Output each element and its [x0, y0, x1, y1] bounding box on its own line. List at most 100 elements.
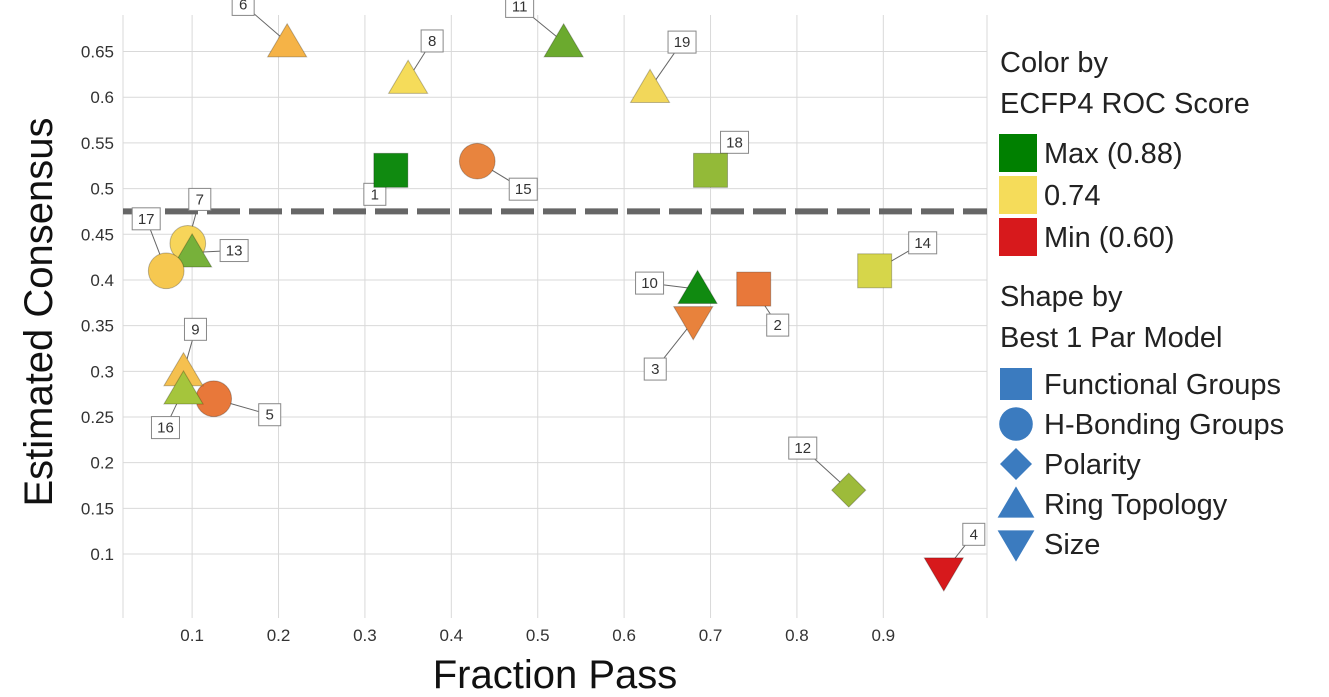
point-label: 10	[641, 275, 658, 292]
legend-color-title-line1: Color by	[1000, 47, 1108, 79]
x-tick-label: 0.3	[353, 626, 377, 645]
data-point-15	[458, 142, 496, 180]
point-label-box	[183, 317, 207, 341]
point-label: 12	[794, 440, 811, 457]
data-point-16	[163, 369, 204, 405]
grid-layer	[122, 15, 988, 618]
point-label-box	[908, 231, 938, 255]
data-point-1	[373, 152, 409, 188]
point-label-box	[505, 0, 535, 18]
point-label: 6	[239, 0, 247, 13]
data-point-10	[677, 269, 718, 305]
legend-shape-label: Ring Topology	[1044, 489, 1228, 521]
data-point-12	[831, 472, 867, 508]
data-point-19	[629, 68, 671, 104]
point-label: 15	[515, 181, 532, 198]
point-label-box	[720, 130, 750, 154]
data-point-17	[147, 252, 185, 290]
y-tick-label: 0.65	[81, 43, 114, 62]
point-label: 9	[191, 321, 199, 338]
x-tick-label: 0.2	[267, 626, 291, 645]
point-label-box	[258, 403, 282, 427]
y-tick-label: 0.25	[81, 408, 114, 427]
x-tick-label: 0.8	[785, 626, 809, 645]
point-label-box	[131, 207, 161, 231]
point-label-box	[962, 522, 986, 546]
point-label: 11	[512, 0, 528, 15]
point-label-box	[643, 357, 667, 381]
y-tick-label: 0.4	[90, 271, 114, 290]
data-point-14	[857, 253, 893, 289]
data-point-6	[266, 22, 308, 58]
point-label-box	[508, 177, 538, 201]
legend-shape-diamond	[1000, 448, 1032, 480]
y-tick-labels: 0.1 0.15 0.2 0.25 0.3 0.35 0.4 0.45 0.5 0.55 0.6 0.…	[81, 43, 114, 565]
y-tick-label: 0.35	[81, 317, 114, 336]
point-label: 2	[774, 317, 782, 334]
legend-shape-label: Functional Groups	[1044, 369, 1281, 401]
point-label: 19	[674, 34, 691, 51]
data-point-3	[672, 306, 714, 341]
point-label-box	[219, 239, 249, 263]
legend-color-items: Max (0.88) 0.74 Min (0.60)	[999, 134, 1183, 256]
y-tick-label: 0.45	[81, 225, 114, 244]
legend-shape-triangle-down	[997, 530, 1035, 562]
point-label-box	[231, 0, 255, 16]
legend-color-title-line2: ECFP4 ROC Score	[1000, 88, 1250, 120]
point-label-box	[667, 30, 697, 54]
data-point-8	[387, 59, 429, 94]
legend-shape-title-line2: Best 1 Par Model	[1000, 322, 1222, 354]
legend-shape-square	[1000, 368, 1032, 400]
point-label: 13	[226, 243, 243, 260]
x-tick-label: 0.5	[526, 626, 550, 645]
y-tick-label: 0.6	[90, 88, 114, 107]
point-label: 3	[651, 361, 659, 378]
legend-shape-label: Polarity	[1044, 449, 1141, 481]
point-label: 1	[371, 186, 379, 203]
legend-color-label: Max (0.88)	[1044, 138, 1183, 170]
legend-shape-circle	[999, 407, 1033, 441]
y-tick-label: 0.3	[90, 362, 114, 381]
legend-shape-title-line1: Shape by	[1000, 281, 1123, 313]
x-tick-label: 0.9	[871, 626, 895, 645]
point-label-box	[150, 416, 180, 440]
legend-color-swatch	[999, 176, 1037, 214]
point-label: 4	[970, 526, 978, 543]
x-tick-labels: 0.1 0.2 0.3 0.4 0.5 0.6 0.7 0.8 0.9	[180, 626, 895, 645]
x-tick-label: 0.1	[180, 626, 204, 645]
legend-color-label: Min (0.60)	[1044, 222, 1175, 254]
point-label-box	[635, 271, 665, 295]
legend: Color by ECFP4 ROC Score Max (0.88)0.74M…	[997, 47, 1284, 562]
point-label: 18	[726, 134, 743, 151]
point-label: 17	[138, 211, 155, 228]
legend-shape-label: H-Bonding Groups	[1044, 409, 1284, 441]
x-tick-label: 0.7	[699, 626, 723, 645]
y-axis-title: Estimated Consensus	[17, 117, 61, 506]
legend-color-label: 0.74	[1044, 180, 1100, 212]
legend-shape-items: Functional Groups H-Bonding Groups Polarit…	[997, 368, 1284, 562]
data-point-13	[171, 232, 213, 268]
legend-shape-triangle-up	[997, 486, 1035, 518]
point-label: 14	[914, 235, 931, 252]
point-label-box	[188, 187, 212, 211]
data-point-18	[693, 152, 729, 188]
data-point-2	[736, 271, 772, 307]
x-axis-title: Fraction Pass	[433, 653, 678, 697]
data-point-4	[923, 557, 965, 593]
point-label: 16	[157, 420, 174, 437]
legend-color-swatch	[999, 218, 1037, 256]
x-tick-label: 0.4	[439, 626, 463, 645]
y-tick-label: 0.2	[90, 454, 114, 473]
y-tick-label: 0.5	[90, 180, 114, 199]
point-label-box	[788, 436, 818, 460]
y-tick-label: 0.1	[90, 545, 114, 564]
data-point-11	[543, 22, 585, 58]
y-tick-label: 0.15	[81, 499, 114, 518]
point-label: 7	[196, 191, 204, 208]
point-label-box	[420, 29, 444, 53]
legend-shape-label: Size	[1044, 529, 1100, 561]
legend-color-swatch	[999, 134, 1037, 172]
x-tick-label: 0.6	[612, 626, 636, 645]
y-tick-label: 0.55	[81, 134, 114, 153]
